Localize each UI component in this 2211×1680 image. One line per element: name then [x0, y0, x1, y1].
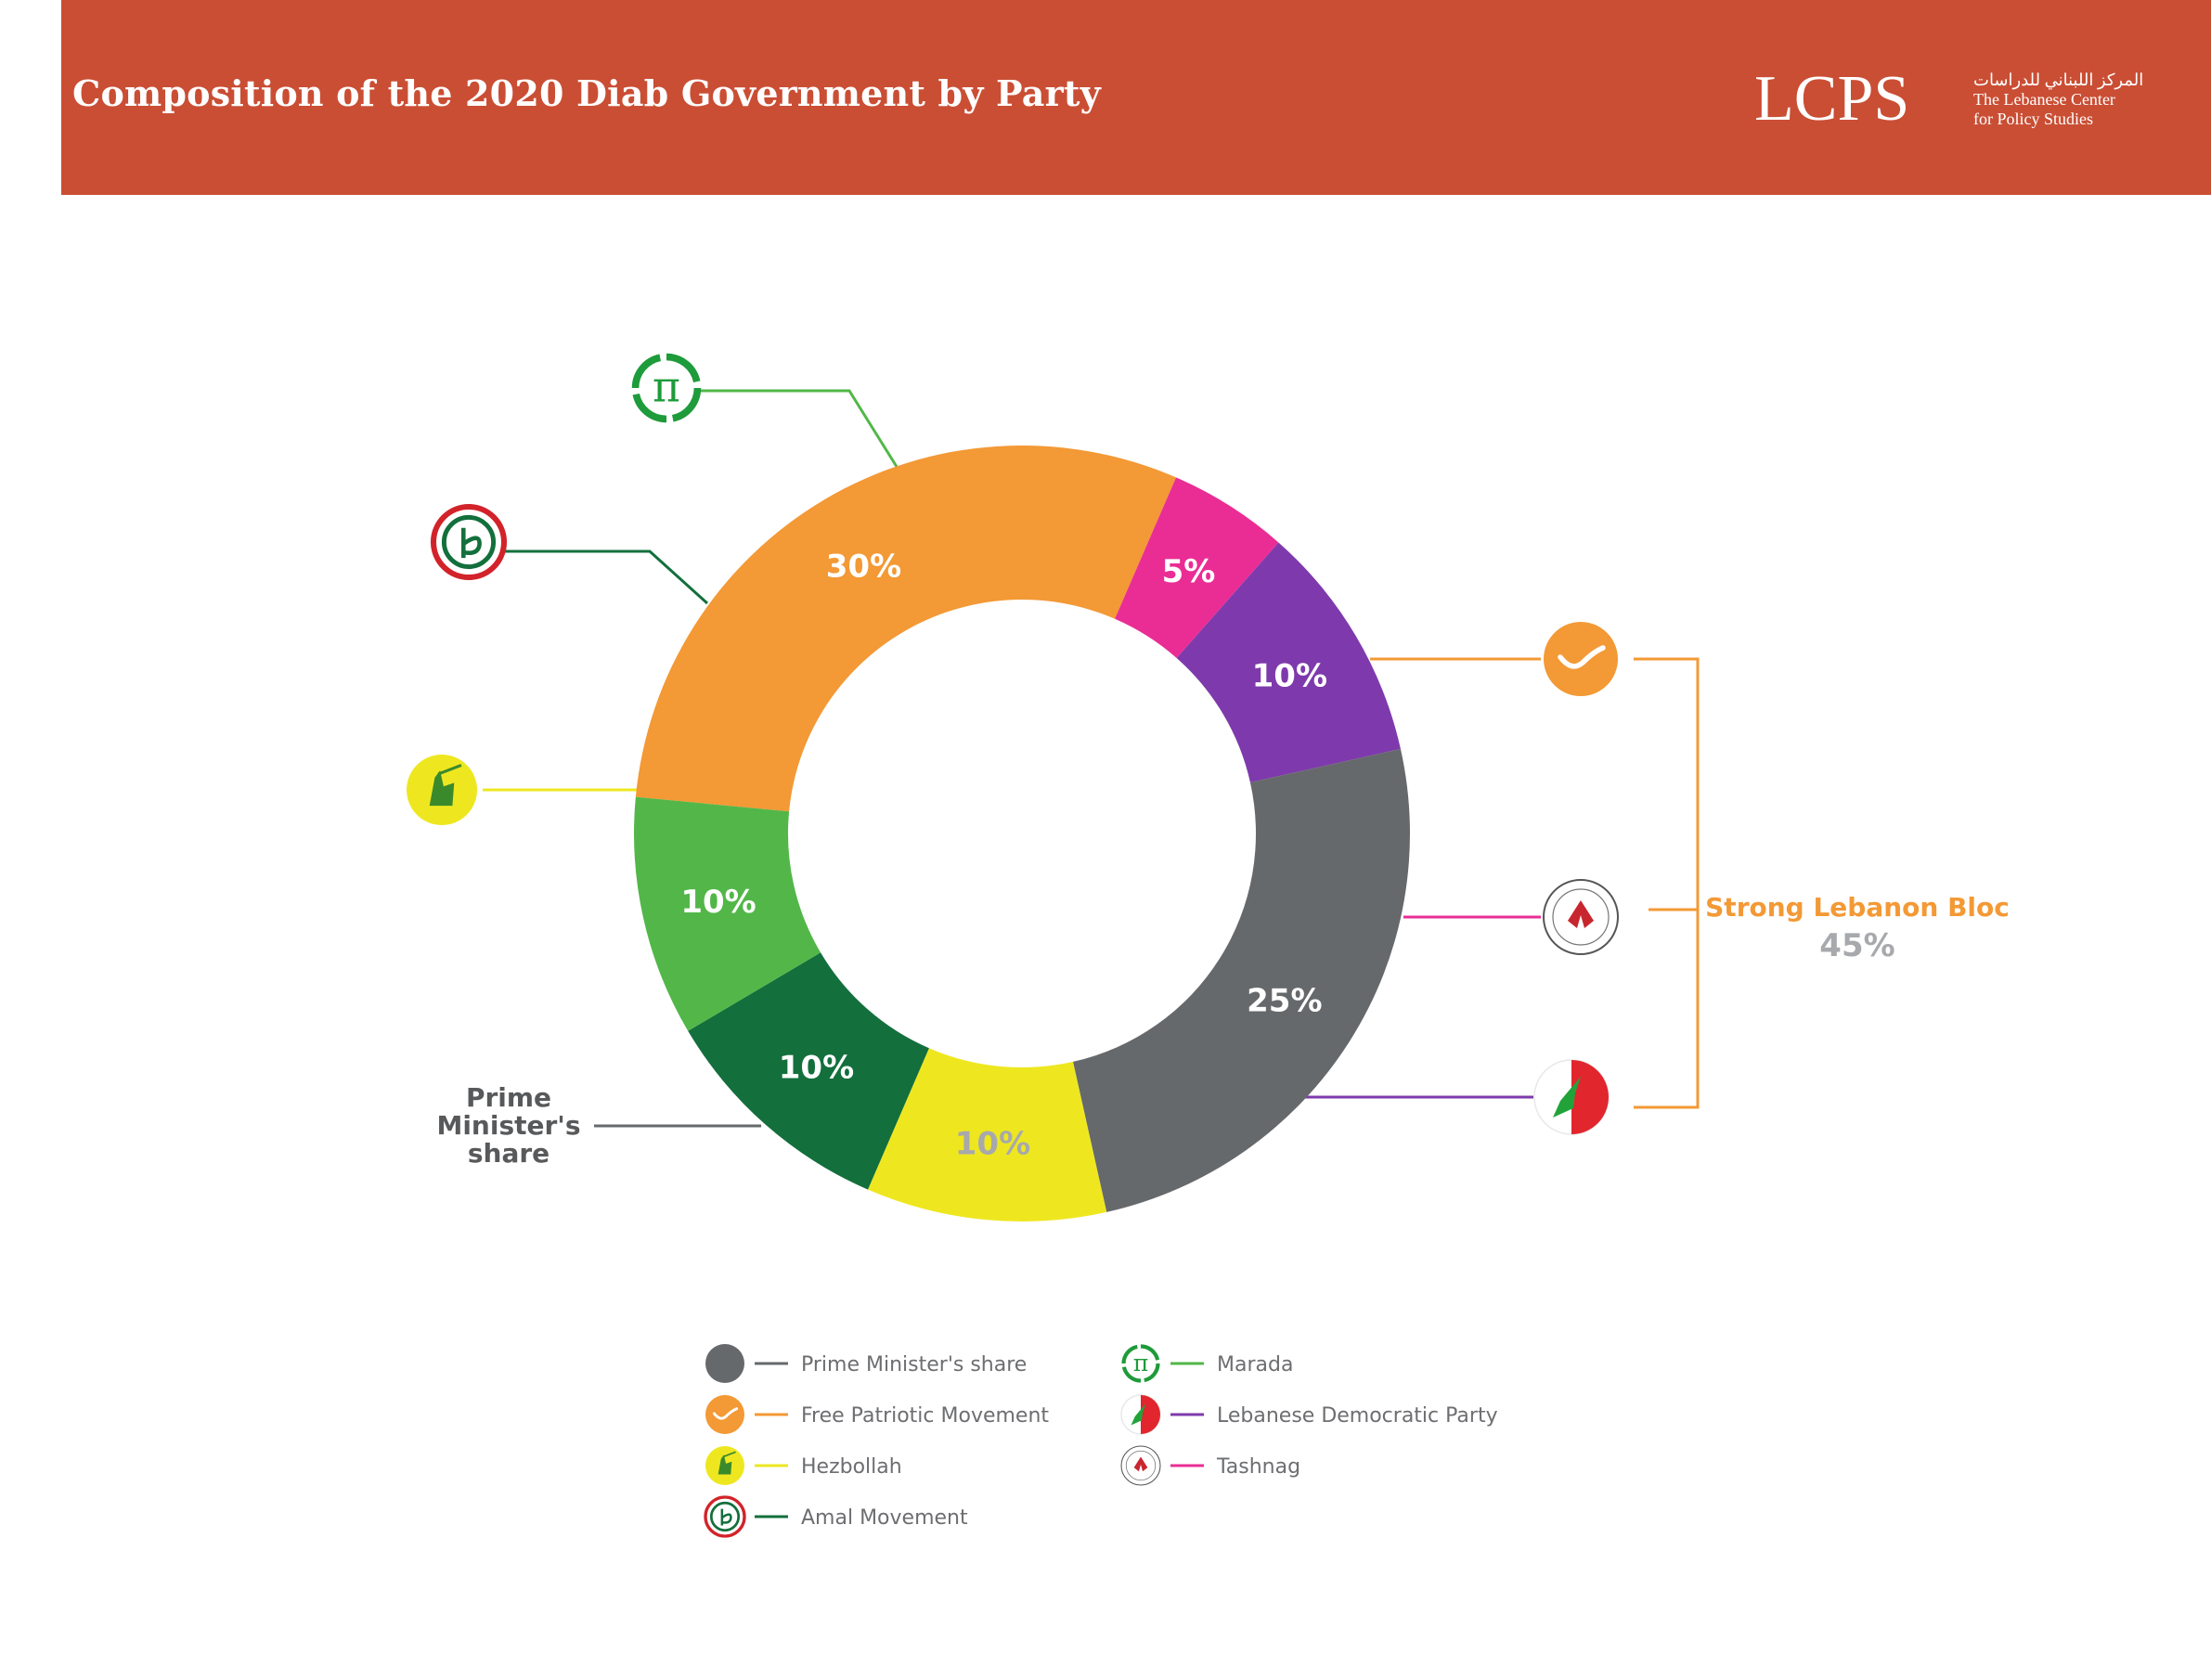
slice-labels: 30% 5% 10% 25% 10% 10% 10% [680, 549, 1327, 1163]
slice-label-marada: 10% [680, 884, 756, 921]
page-title: Composition of the 2020 Diab Government … [72, 72, 1101, 114]
legend-item-lebanese-democratic-party: Lebanese Democratic Party [1120, 1394, 1498, 1435]
hezbollah-logo-icon [407, 755, 477, 825]
fpm-circle [1544, 622, 1618, 696]
bloc-name: Strong Lebanon Bloc [1705, 892, 2010, 923]
donut-slices [634, 445, 1410, 1221]
slice-label-prime-minister-s-share: 25% [1247, 983, 1322, 1020]
slice-prime-minister-s-share [1072, 748, 1410, 1212]
marada-pi: π [653, 362, 680, 411]
ldp-logo-icon [1533, 1059, 1610, 1135]
slice-lebanese-democratic-party [1176, 542, 1401, 783]
grey-circle-shape [705, 1344, 744, 1383]
slice-label-tashnag: 5% [1162, 553, 1216, 590]
brand-name: LCPS [1754, 63, 1910, 135]
tashnag-logo-icon [1120, 1445, 1161, 1486]
connector-amal [501, 549, 709, 605]
legend-item-amal-movement: Amal Movement [704, 1495, 968, 1538]
bloc-bracket [1634, 657, 1700, 1109]
ldp-logo-icon [1120, 1394, 1161, 1435]
hezbollah-logo-icon [705, 1446, 744, 1485]
slice-amal-movement [688, 952, 929, 1190]
fpm-swoosh [712, 1407, 739, 1420]
slice-tashnag [1115, 477, 1279, 658]
marada-ring [1121, 1344, 1160, 1383]
legend-label: Marada [1217, 1353, 1293, 1376]
callout-icons: π [407, 353, 1619, 1135]
brand-arabic: المركز اللبناني للدراسات [1973, 71, 2144, 89]
legend-label: Lebanese Democratic Party [1217, 1404, 1498, 1428]
tashnag-ring [1120, 1445, 1161, 1486]
header-bar [61, 0, 2211, 195]
pm-callout-line-2: Minister's [436, 1110, 580, 1141]
amal-logo-icon [430, 503, 508, 581]
slice-label-hezbollah: 10% [955, 1126, 1030, 1163]
fpm-circle [705, 1395, 744, 1434]
slice-free-patriotic-movement [635, 445, 1177, 812]
hezbollah-emblem [429, 770, 455, 807]
marada-logo-icon: π [631, 353, 702, 423]
legend: Prime Minister's share Free Patriotic Mov… [704, 1344, 1498, 1538]
legend-item-tashnag: Tashnag [1120, 1445, 1300, 1486]
legend-label: Tashnag [1216, 1455, 1300, 1479]
tashnag-inner-ring [1552, 888, 1610, 946]
hezbollah-emblem [718, 1454, 732, 1475]
pm-callout-line-1: Prime [466, 1082, 551, 1113]
amal-glyph [720, 1508, 732, 1526]
legend-label: Amal Movement [801, 1506, 968, 1530]
tashnag-ring [1543, 879, 1619, 955]
grey-circle-icon [705, 1344, 744, 1383]
fpm-logo-icon [1544, 622, 1618, 696]
pm-callout-line-3: share [468, 1138, 550, 1169]
slice-label-free-patriotic-movement: 30% [826, 549, 901, 586]
legend-item-hezbollah: Hezbollah [705, 1446, 902, 1485]
tashnag-emblem [1568, 900, 1594, 928]
brand-text: المركز اللبناني للدراسات The Lebanese Ce… [1973, 71, 2159, 129]
bloc-value: 45% [1819, 927, 1894, 964]
connector-marada [692, 389, 900, 471]
slice-label-amal-movement: 10% [779, 1049, 854, 1086]
legend-label: Prime Minister's share [801, 1353, 1027, 1376]
fpm-logo-icon [705, 1395, 744, 1434]
ldp-cedar-map [1553, 1077, 1581, 1118]
slice-marada [634, 796, 821, 1031]
slice-hezbollah [867, 1048, 1107, 1221]
ldp-cedar-map [1131, 1403, 1146, 1426]
legend-item-prime-minister-s-share: Prime Minister's share [705, 1344, 1027, 1383]
hezbollah-rifle [722, 1451, 736, 1458]
ldp-red-half [1141, 1395, 1160, 1434]
legend-item-marada: π Marada [1121, 1344, 1293, 1383]
ldp-red-half [1571, 1060, 1609, 1134]
tashnag-logo-icon [1543, 879, 1619, 955]
legend-label: Hezbollah [801, 1455, 902, 1479]
tashnag-inner-ring [1125, 1450, 1157, 1481]
brand-line-1: The Lebanese Center [1973, 90, 2115, 109]
legend-item-free-patriotic-movement: Free Patriotic Movement [705, 1395, 1049, 1434]
fpm-swoosh [1558, 645, 1606, 669]
tashnag-emblem [1133, 1456, 1148, 1472]
marada-pi: π [1133, 1350, 1149, 1376]
strong-lebanon-bloc: Strong Lebanon Bloc 45% [1634, 657, 2010, 1109]
slice-label-lebanese-democratic-party: 10% [1252, 657, 1327, 694]
brand-line-2: for Policy Studies [1973, 110, 2093, 128]
amal-logo-icon [704, 1495, 746, 1538]
amal-glyph [461, 527, 482, 559]
hezbollah-rifle [437, 763, 462, 776]
marada-ring [631, 353, 702, 423]
callout-connectors [483, 389, 1541, 1128]
legend-label: Free Patriotic Movement [801, 1404, 1049, 1428]
marada-logo-icon: π [1121, 1344, 1160, 1383]
